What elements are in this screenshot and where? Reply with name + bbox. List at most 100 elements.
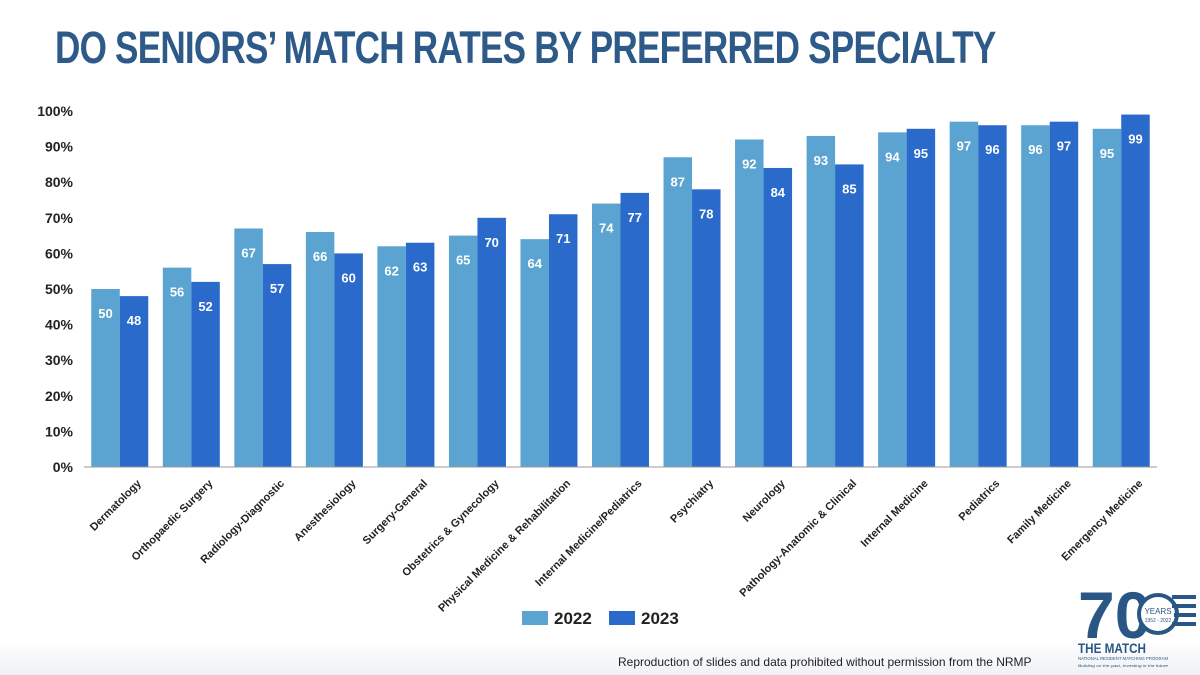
y-tick-label: 60% — [45, 245, 74, 261]
logo-stripe — [1174, 613, 1196, 617]
bar-2022-11 — [878, 132, 907, 468]
bar-2023-2 — [262, 264, 292, 467]
bar-value-label: 78 — [699, 206, 713, 221]
bar-value-label: 84 — [771, 185, 786, 200]
bar-2023-13 — [1049, 121, 1079, 468]
bar-value-label: 62 — [384, 263, 398, 278]
bar-value-label: 71 — [556, 231, 570, 246]
logo-stripe — [1172, 622, 1196, 626]
bar-2023-4 — [405, 242, 435, 467]
bar-value-label: 50 — [98, 306, 112, 321]
bar-2023-3 — [334, 253, 363, 467]
logo-range: 1952 - 2022 — [1145, 618, 1172, 624]
bar-2022-5 — [448, 235, 478, 467]
bar-2023-11 — [906, 128, 936, 468]
y-tick-label: 90% — [45, 139, 74, 155]
bar-2023-14 — [1121, 114, 1150, 467]
bar-value-label: 57 — [270, 281, 284, 296]
logo-stripe — [1172, 604, 1196, 608]
x-tick-label: Family Medicine — [1005, 478, 1074, 547]
y-axis: 0% 10% 20% 30% 40% 50% 60% 70% 80% 90% 100% — [37, 103, 73, 475]
bar-value-label: 96 — [1028, 142, 1042, 157]
bar-2022-7 — [592, 203, 621, 467]
x-tick-label: Dermatology — [88, 477, 145, 534]
bar-value-label: 74 — [599, 221, 614, 236]
bar-2023-0 — [119, 296, 149, 467]
bar-2022-1 — [162, 267, 192, 467]
page-title: DO SENIORS’ MATCH RATES BY PREFERRED SPE… — [55, 22, 996, 73]
bar-2022-12 — [949, 121, 979, 468]
bar-labels: 50 56 67 66 62 65 64 74 87 92 93 94 97 96 95 48 52 57 60 63… — [98, 132, 1142, 329]
y-tick-label: 10% — [45, 423, 74, 439]
bar-value-label: 87 — [671, 174, 685, 189]
bar-2023-8 — [692, 189, 721, 467]
x-tick-label: Neurology — [741, 477, 789, 525]
bar-value-label: 70 — [484, 235, 498, 250]
legend-swatch-2023 — [609, 611, 635, 625]
bar-value-label: 93 — [814, 153, 828, 168]
legend: 2022 2023 — [522, 609, 679, 628]
logo-years: YEARS — [1144, 607, 1171, 616]
legend-swatch-2022 — [522, 611, 548, 625]
logo-subtitle: NATIONAL RESIDENT MATCHING PROGRAM — [1078, 656, 1169, 661]
x-tick-label: Orthopaedic Surgery — [130, 477, 216, 563]
bar-2023-1 — [191, 281, 220, 467]
bottom-shadow — [0, 640, 1200, 675]
logo-stripe — [1172, 595, 1196, 599]
x-tick-label: Internal Medicine — [859, 478, 931, 550]
x-tick-label: Anesthesiology — [292, 477, 359, 544]
bar-2023-7 — [620, 192, 649, 467]
bar-2023-6 — [548, 214, 578, 467]
y-tick-label: 100% — [37, 103, 73, 119]
bar-value-label: 48 — [127, 313, 141, 328]
bar-2023-9 — [763, 167, 793, 467]
x-tick-label: Emergency Medicine — [1059, 478, 1145, 564]
bar-value-label: 85 — [842, 181, 856, 196]
x-tick-label: Radiology-Diagnostic — [199, 478, 287, 566]
y-tick-label: 30% — [45, 352, 74, 368]
bar-2022-13 — [1021, 125, 1050, 468]
bar-2022-0 — [91, 289, 120, 467]
bar-value-label: 67 — [241, 245, 255, 260]
bar-value-label: 52 — [198, 299, 212, 314]
bar-2022-10 — [806, 135, 836, 468]
bar-2022-6 — [520, 239, 549, 467]
logo-brand: THE MATCH — [1078, 640, 1146, 656]
bar-value-label: 97 — [957, 139, 971, 154]
bar-value-label: 60 — [341, 270, 355, 285]
bar-value-label: 95 — [914, 146, 928, 161]
logo-tagline: Building on the past, Investing in the f… — [1078, 663, 1169, 668]
bar-2022-9 — [735, 139, 764, 468]
bar-value-label: 77 — [628, 210, 642, 225]
y-tick-label: 20% — [45, 388, 74, 404]
bar-value-label: 96 — [985, 142, 999, 157]
bar-value-label: 92 — [742, 156, 756, 171]
bar-2023-12 — [978, 125, 1007, 468]
bar-value-label: 64 — [527, 256, 542, 271]
x-tick-label: Physical Medicine & Rehabilitation — [436, 477, 573, 614]
copyright-footer: Reproduction of slides and data prohibit… — [618, 655, 1032, 669]
bar-value-label: 65 — [456, 253, 470, 268]
legend-label-2023: 2023 — [641, 609, 679, 628]
y-tick-label: 50% — [45, 281, 74, 297]
bar-value-label: 66 — [313, 249, 327, 264]
x-tick-label: Surgery-General — [361, 478, 430, 547]
nrmp-70-years-logo: 70 YEARS 1952 - 2022 THE MATCH NATIONAL … — [1078, 578, 1196, 668]
bar-2022-8 — [663, 157, 693, 467]
bar-2022-2 — [234, 228, 263, 467]
legend-label-2022: 2022 — [554, 609, 592, 628]
bar-value-label: 97 — [1057, 139, 1071, 154]
bar-2022-3 — [305, 232, 335, 467]
bars — [91, 114, 1150, 468]
y-tick-label: 40% — [45, 317, 74, 333]
x-tick-label: Pediatrics — [957, 478, 1003, 524]
bar-value-label: 94 — [885, 149, 900, 164]
bar-value-label: 95 — [1100, 146, 1114, 161]
y-tick-label: 0% — [53, 459, 74, 475]
bar-2022-14 — [1092, 128, 1122, 468]
bar-2023-10 — [835, 164, 864, 467]
bar-2022-4 — [377, 246, 406, 467]
bar-value-label: 56 — [170, 285, 184, 300]
